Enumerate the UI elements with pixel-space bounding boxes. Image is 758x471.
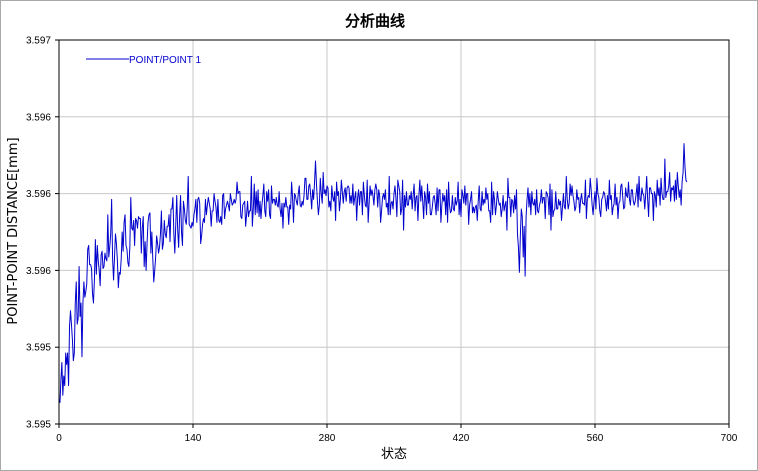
x-axis-ticks: 0 140 280 420 560 700 [56, 424, 738, 444]
x-tick-label: 140 [185, 433, 202, 444]
y-axis-ticks: 3.595 3.595 3.596 3.596 3.596 3.597 [26, 36, 59, 431]
y-tick-label: 3.596 [26, 266, 51, 277]
grid-lines [59, 40, 729, 424]
x-tick-label: 700 [721, 433, 738, 444]
legend: POINT/POINT 1 [86, 55, 201, 66]
y-tick-label: 3.595 [26, 420, 51, 431]
x-tick-label: 420 [453, 433, 470, 444]
x-tick-label: 0 [56, 433, 62, 444]
y-tick-label: 3.596 [26, 112, 51, 123]
y-tick-label: 3.596 [26, 189, 51, 200]
x-axis-title: 状态 [381, 447, 407, 462]
chart-title: 分析曲线 [345, 12, 405, 30]
legend-label: POINT/POINT 1 [129, 55, 201, 66]
series-line [59, 143, 688, 403]
plot-area [58, 39, 730, 425]
y-axis-title: POINT-POINT DISTANCE[mm] [6, 137, 21, 324]
x-tick-label: 560 [587, 433, 604, 444]
series-layer [59, 143, 688, 403]
y-tick-label: 3.595 [26, 343, 51, 354]
x-tick-label: 280 [319, 433, 336, 444]
y-tick-label: 3.597 [26, 36, 51, 47]
